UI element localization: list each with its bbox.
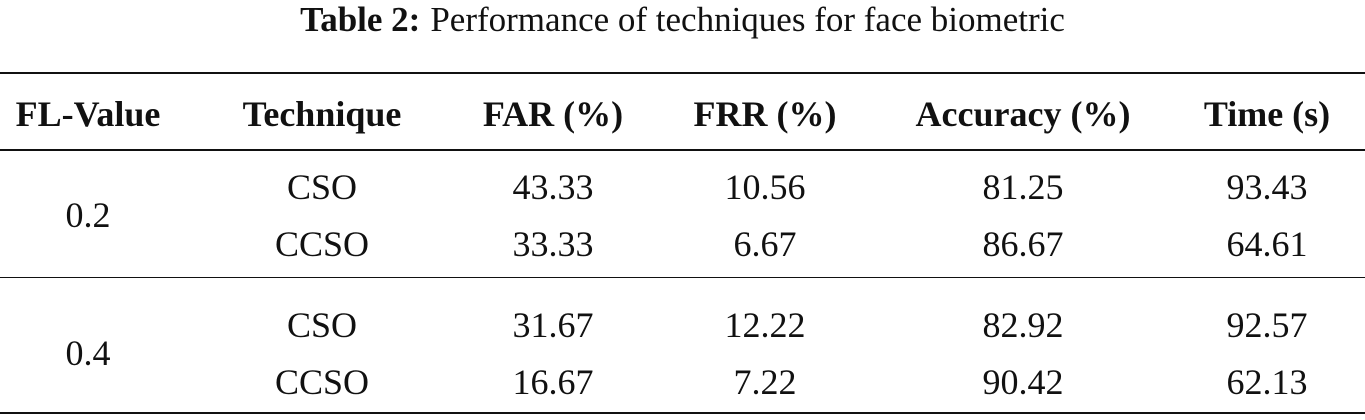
metric-value: 6.67 (733, 224, 797, 264)
column-header: Accuracy (%) (915, 94, 1131, 134)
column-header: FL-Value (15, 94, 161, 134)
column-header: FRR (%) (693, 94, 837, 134)
technique: CCSO (274, 362, 370, 402)
fl-value: 0.2 (65, 195, 111, 235)
column-header: FAR (%) (482, 94, 624, 134)
table-caption: Table 2: Performance of techniques for fa… (0, 0, 1365, 40)
metric-value: 31.67 (512, 305, 594, 345)
group-rule (0, 277, 1365, 278)
metric-value: 92.57 (1226, 305, 1308, 345)
metric-value: 10.56 (724, 167, 806, 207)
column-header: Technique (242, 94, 402, 134)
header-rule (0, 149, 1365, 151)
metric-value: 86.67 (982, 224, 1064, 264)
metric-value: 7.22 (733, 362, 797, 402)
top-rule (0, 72, 1365, 74)
metric-value: 81.25 (982, 167, 1064, 207)
metric-value: 12.22 (724, 305, 806, 345)
column-header: Time (s) (1203, 94, 1331, 134)
metric-value: 90.42 (982, 362, 1064, 402)
bottom-rule (0, 412, 1365, 414)
metric-value: 64.61 (1226, 224, 1308, 264)
metric-value: 43.33 (512, 167, 594, 207)
metric-value: 16.67 (512, 362, 594, 402)
metric-value: 62.13 (1226, 362, 1308, 402)
metric-value: 33.33 (512, 224, 594, 264)
caption-label: Table 2: (300, 0, 421, 39)
metric-value: 82.92 (982, 305, 1064, 345)
metric-value: 93.43 (1226, 167, 1308, 207)
caption-text: Performance of techniques for face biome… (430, 0, 1065, 39)
technique: CSO (286, 305, 358, 345)
fl-value: 0.4 (65, 333, 111, 373)
technique: CCSO (274, 224, 370, 264)
technique: CSO (286, 167, 358, 207)
